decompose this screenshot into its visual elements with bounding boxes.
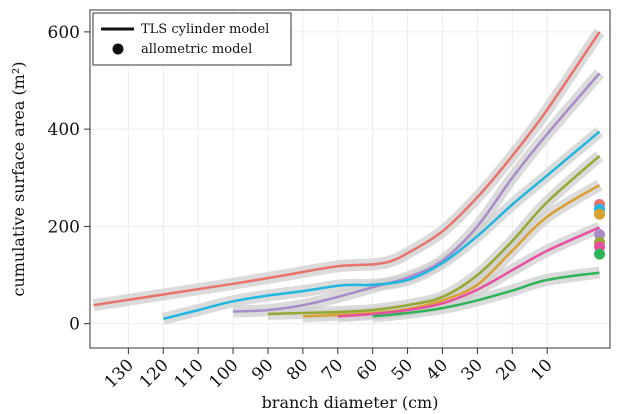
x-tick-label: 60 xyxy=(353,355,382,384)
series-line-5 xyxy=(302,184,601,318)
x-tick-label: 110 xyxy=(171,355,208,392)
legend-box xyxy=(92,12,292,66)
x-tick-label: 80 xyxy=(283,355,312,384)
x-tick-label: 10 xyxy=(527,355,556,384)
x-tick-label: 130 xyxy=(101,355,138,392)
x-tick-label: 90 xyxy=(248,355,277,384)
x-tick-label: 40 xyxy=(423,355,452,384)
legend-label-allometric: allometric model xyxy=(141,42,252,57)
y-axis-ticks: 0 200 400 600 xyxy=(48,23,90,335)
x-tick-label: 120 xyxy=(136,355,173,392)
y-axis-title: cumulative surface area (m²) xyxy=(9,61,28,296)
y-tick-label: 400 xyxy=(48,120,80,140)
allometric-point-5 xyxy=(594,208,606,220)
series-line-7 xyxy=(372,271,600,318)
series-lines xyxy=(93,31,601,321)
legend-point-key xyxy=(112,43,124,55)
series-line-3 xyxy=(163,130,601,321)
series-line-2 xyxy=(233,72,601,313)
legend-label-tls: TLS cylinder model xyxy=(141,22,269,37)
x-tick-label: 30 xyxy=(457,355,486,384)
series-line-4 xyxy=(267,154,601,316)
y-tick-label: 0 xyxy=(69,315,80,335)
legend: TLS cylinder model allometric model xyxy=(92,12,292,66)
allometric-point-7 xyxy=(594,248,606,260)
series-line-6 xyxy=(337,226,601,318)
allometric-point-2 xyxy=(594,229,606,241)
x-axis-title: branch diameter (cm) xyxy=(262,393,439,412)
x-tick-label: 100 xyxy=(206,355,243,392)
x-tick-label: 20 xyxy=(492,355,521,384)
x-tick-label: 50 xyxy=(388,355,417,384)
y-tick-label: 200 xyxy=(48,217,80,237)
plot-frame xyxy=(89,9,611,349)
x-tick-label: 70 xyxy=(318,355,347,384)
allometric-points xyxy=(594,199,606,260)
series-line-1 xyxy=(93,31,601,307)
y-tick-label: 600 xyxy=(48,23,80,43)
